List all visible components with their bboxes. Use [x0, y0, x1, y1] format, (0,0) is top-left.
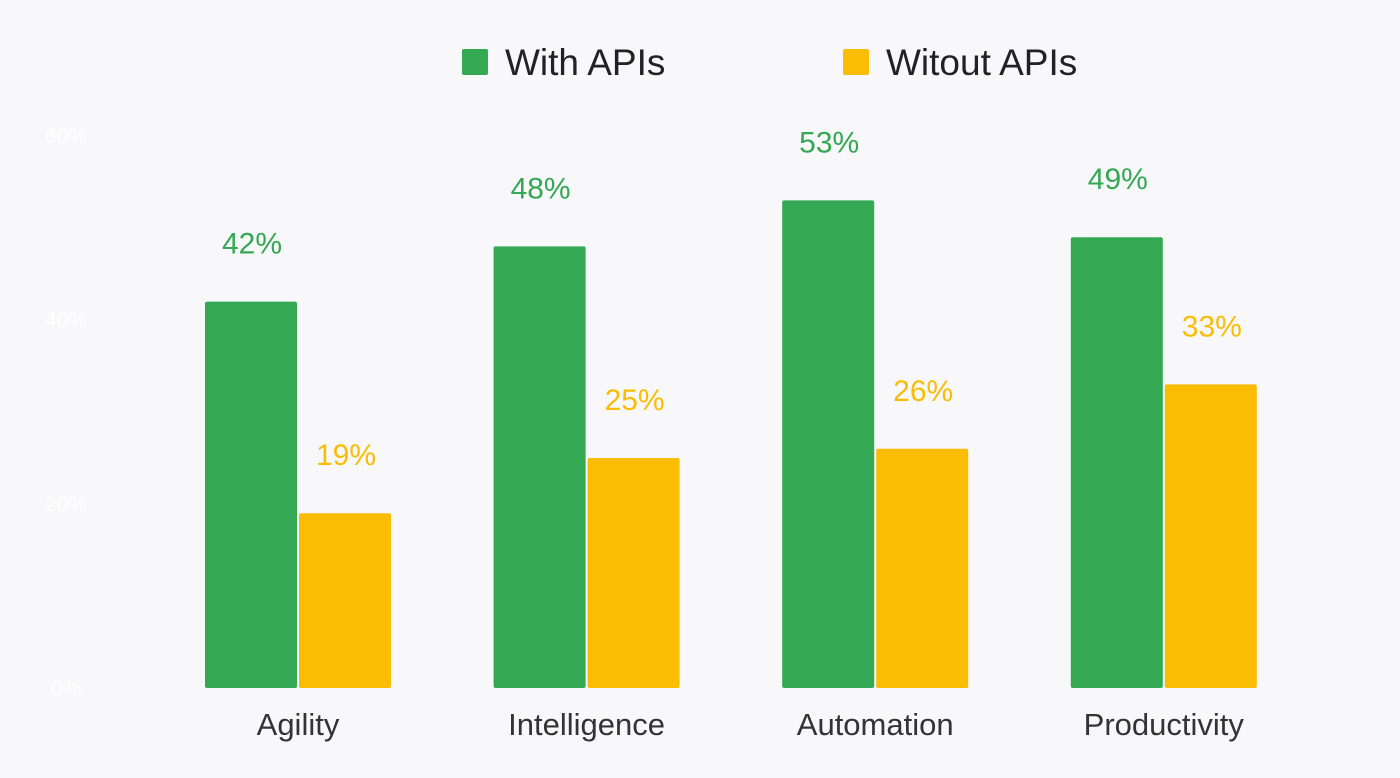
bar-witout-apis-intelligence [587, 458, 680, 688]
y-axis: 0% 20% 40% 60% [45, 125, 87, 700]
bar-with-apis-productivity [1070, 237, 1163, 688]
x-tick-label: Agility [257, 707, 340, 742]
legend-label: With APIs [505, 42, 665, 83]
data-label: 53% [799, 126, 859, 159]
x-tick-label: Productivity [1084, 707, 1245, 742]
data-label: 48% [511, 172, 571, 205]
legend-swatch-with-apis [462, 49, 488, 75]
x-axis: Agility Intelligence Automation Productivit… [257, 707, 1245, 742]
y-tick-label: 0% [51, 677, 81, 700]
bar-witout-apis-automation [876, 448, 969, 688]
data-label: 25% [605, 384, 665, 417]
data-label: 33% [1182, 310, 1242, 343]
y-tick-label: 40% [45, 309, 87, 332]
data-label: 42% [222, 228, 282, 261]
x-tick-label: Intelligence [508, 707, 665, 742]
x-tick-label: Automation [797, 707, 954, 742]
bar-witout-apis-agility [299, 513, 391, 688]
bar-with-apis-agility [205, 301, 297, 688]
data-label: 26% [893, 375, 953, 408]
bar-with-apis-intelligence [493, 246, 586, 688]
chart-legend: With APIs Witout APIs [462, 42, 1077, 83]
bar-witout-apis-productivity [1164, 384, 1257, 688]
legend-swatch-witout-apis [843, 49, 869, 75]
data-label: 49% [1088, 163, 1148, 196]
bar-with-apis-automation [782, 200, 875, 688]
y-tick-label: 60% [45, 125, 87, 148]
legend-label: Witout APIs [886, 42, 1077, 83]
y-tick-label: 20% [45, 493, 87, 516]
bars-group: 42% 19% 48% 25% 53% 26% 49% 33% [205, 126, 1257, 688]
data-label: 19% [316, 439, 376, 472]
